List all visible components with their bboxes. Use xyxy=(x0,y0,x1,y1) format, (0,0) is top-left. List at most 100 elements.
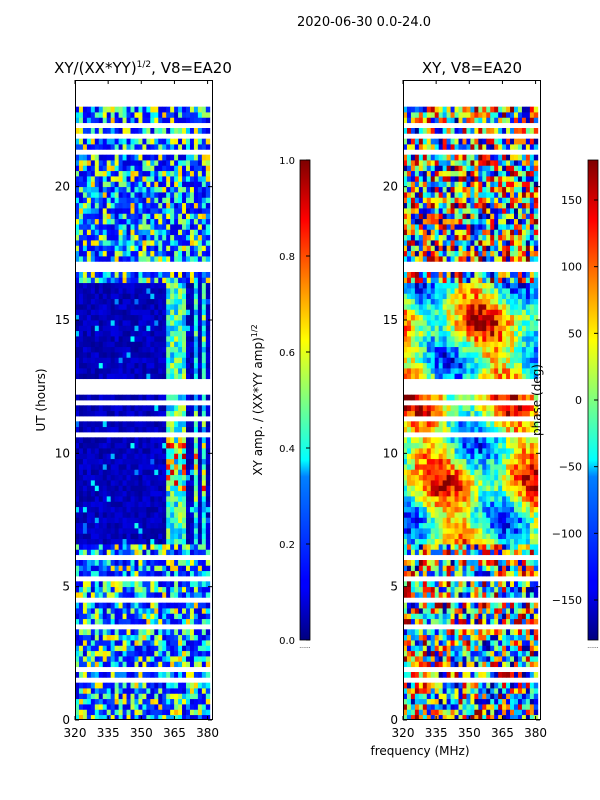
heatmap-cell xyxy=(442,581,447,588)
heatmap-cell xyxy=(178,314,183,321)
heatmap-cell xyxy=(197,682,203,689)
heatmap-cell xyxy=(82,549,88,556)
heatmap-cell xyxy=(86,245,92,252)
heatmap-cell xyxy=(430,613,436,620)
heatmap-cell xyxy=(205,506,211,513)
heatmap-cell xyxy=(510,714,515,720)
heatmap-cell xyxy=(182,506,187,513)
heatmap-cell xyxy=(86,602,92,609)
heatmap-cell xyxy=(158,293,163,300)
heatmap-cell xyxy=(205,154,211,161)
heatmap-cell xyxy=(122,506,127,513)
heatmap-cell xyxy=(533,650,539,657)
heatmap-cell xyxy=(430,490,436,497)
heatmap-cell xyxy=(154,128,159,134)
heatmap-cell xyxy=(533,602,539,609)
heatmap-cell xyxy=(76,650,80,657)
heatmap-cell xyxy=(446,453,451,460)
heatmap-cell xyxy=(201,586,207,593)
heatmap-cell xyxy=(434,682,440,689)
heatmap-cell xyxy=(178,682,183,689)
heatmap-cell xyxy=(78,277,84,284)
heatmap-cell xyxy=(506,506,511,513)
heatmap-cell xyxy=(166,410,171,417)
heatmap-cell xyxy=(146,688,151,694)
heatmap-cell xyxy=(182,229,187,236)
heatmap-cell xyxy=(82,656,88,662)
heatmap-cell xyxy=(114,410,119,417)
heatmap-cell xyxy=(142,640,147,646)
heatmap-cell xyxy=(122,336,127,342)
heatmap-cell xyxy=(438,458,444,465)
heatmap-cell xyxy=(193,522,199,529)
heatmap-cell xyxy=(525,458,531,465)
heatmap-cell xyxy=(438,453,444,460)
heatmap-cell xyxy=(498,650,503,657)
heatmap-cell xyxy=(406,490,412,497)
heatmap-cell xyxy=(146,464,151,470)
heatmap-cell xyxy=(76,213,80,220)
heatmap-cell xyxy=(466,480,471,486)
heatmap-cell xyxy=(410,586,416,593)
heatmap-cell xyxy=(498,592,503,598)
heatmap-cell xyxy=(186,469,191,476)
heatmap-cell xyxy=(170,517,175,524)
heatmap-cell xyxy=(422,629,428,636)
heatmap-cell xyxy=(525,512,531,518)
heatmap-cell xyxy=(110,117,116,124)
heatmap-cell xyxy=(454,672,459,678)
heatmap-cell xyxy=(138,154,143,161)
colorbar-amplitude-bar xyxy=(299,159,311,641)
heatmap-cell xyxy=(510,496,515,502)
heatmap-cell xyxy=(182,234,187,241)
heatmap-cell xyxy=(458,629,463,636)
heatmap-cell xyxy=(134,154,139,161)
heatmap-cell xyxy=(197,501,203,508)
heatmap-cell xyxy=(450,453,455,460)
heatmap-cell xyxy=(170,709,175,716)
heatmap-cell xyxy=(466,656,471,662)
heatmap-cell xyxy=(118,698,123,705)
heatmap-cell xyxy=(98,544,104,550)
heatmap-cell xyxy=(150,704,155,710)
heatmap-cell xyxy=(170,165,175,172)
heatmap-cell xyxy=(410,602,416,609)
heatmap-cell xyxy=(529,501,535,508)
heatmap-cell xyxy=(414,474,420,481)
heatmap-cell xyxy=(438,437,444,444)
heatmap-cell xyxy=(506,618,511,625)
heatmap-cell xyxy=(201,506,207,513)
heatmap-cell xyxy=(193,128,199,134)
heatmap-cell xyxy=(494,565,499,572)
heatmap-cell xyxy=(138,224,143,230)
heatmap-cell xyxy=(502,618,507,625)
heatmap-cell xyxy=(201,480,207,486)
heatmap-cell xyxy=(494,682,499,689)
heatmap-cell xyxy=(90,586,96,593)
heatmap-cell xyxy=(422,442,428,449)
heatmap-cell xyxy=(478,629,483,636)
heatmap-cell xyxy=(94,357,100,364)
heatmap-cell xyxy=(482,474,487,481)
heatmap-cell xyxy=(422,469,428,476)
heatmap-cell xyxy=(434,613,440,620)
heatmap-cell xyxy=(506,512,511,518)
heatmap-cell xyxy=(98,672,104,678)
heatmap-cell xyxy=(486,522,491,529)
heatmap-cell xyxy=(98,272,104,278)
heatmap-cell xyxy=(130,293,135,300)
heatmap-cell xyxy=(76,256,80,262)
heatmap-cell xyxy=(150,586,155,593)
heatmap-cell xyxy=(94,645,100,652)
heatmap-cell xyxy=(186,362,191,369)
heatmap-cell xyxy=(78,592,84,598)
heatmap-cell xyxy=(414,581,420,588)
heatmap-cell xyxy=(189,501,195,508)
heatmap-cell xyxy=(525,672,531,678)
heatmap-cell xyxy=(434,485,440,492)
heatmap-cell xyxy=(122,581,127,588)
heatmap-cell xyxy=(410,565,416,572)
heatmap-cell xyxy=(482,437,487,444)
heatmap-cell xyxy=(446,490,451,497)
heatmap-cell xyxy=(482,698,487,705)
